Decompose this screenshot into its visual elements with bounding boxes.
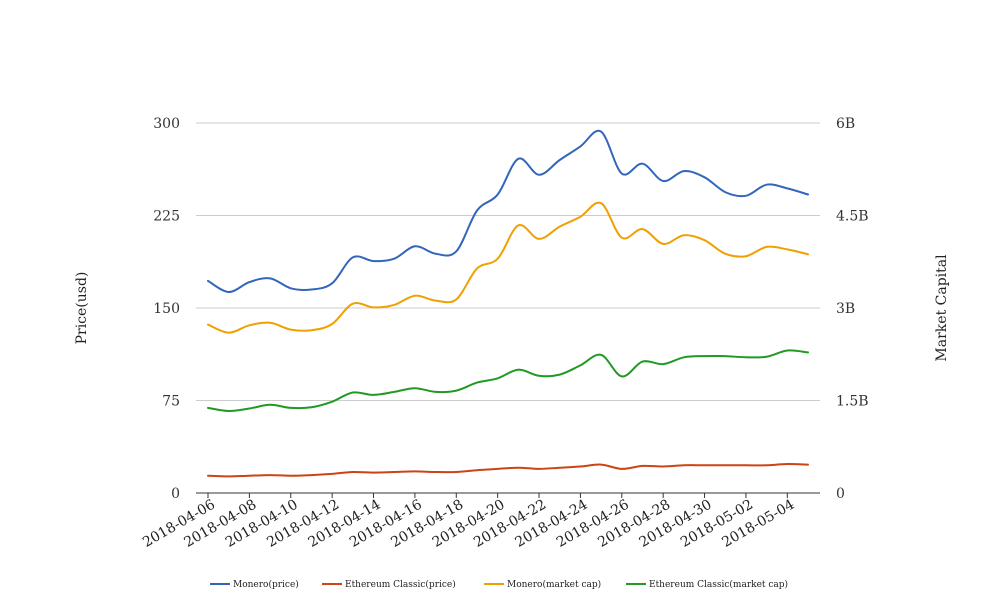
gridlines	[196, 122, 820, 401]
series-line-monero-price	[207, 129, 809, 294]
y-tick-label: 75	[162, 394, 180, 410]
y-tick-label: 0	[171, 486, 180, 502]
legend-item-ethereum-classic-price: Ethereum Classic(price)	[322, 579, 456, 590]
y2-tick-label: 3B	[836, 301, 855, 317]
y2-tick-label: 4.5B	[836, 209, 869, 225]
y2-axis-title: Market Capital	[934, 254, 950, 362]
y-tick-label: 225	[153, 209, 180, 225]
series-line-ethereum-classic-price	[207, 462, 809, 478]
y2-tick-label: 0	[836, 486, 845, 502]
legend-label: Ethereum Classic(market cap)	[649, 579, 788, 590]
legend-label: Monero(price)	[233, 579, 299, 590]
legend: Monero(price) Ethereum Classic(price) Mone…	[210, 579, 788, 590]
legend-item-ethereum-classic-market-cap: Ethereum Classic(market cap)	[626, 579, 788, 590]
y-axis-title: Price(usd)	[74, 272, 90, 345]
legend-item-monero-price: Monero(price)	[210, 579, 299, 590]
y-tick-label: 300	[153, 116, 180, 132]
legend-item-monero-market-cap: Monero(market cap)	[484, 579, 601, 590]
legend-label: Monero(market cap)	[507, 579, 601, 590]
plot-series	[207, 129, 809, 478]
legend-label: Ethereum Classic(price)	[345, 579, 456, 590]
series-line-ethereum-classic-market-cap	[207, 349, 809, 413]
y-tick-label: 150	[153, 301, 180, 317]
y2-tick-label: 1.5B	[836, 394, 869, 410]
series-line-monero-market-cap	[207, 201, 809, 334]
y2-tick-label: 6B	[836, 116, 855, 132]
